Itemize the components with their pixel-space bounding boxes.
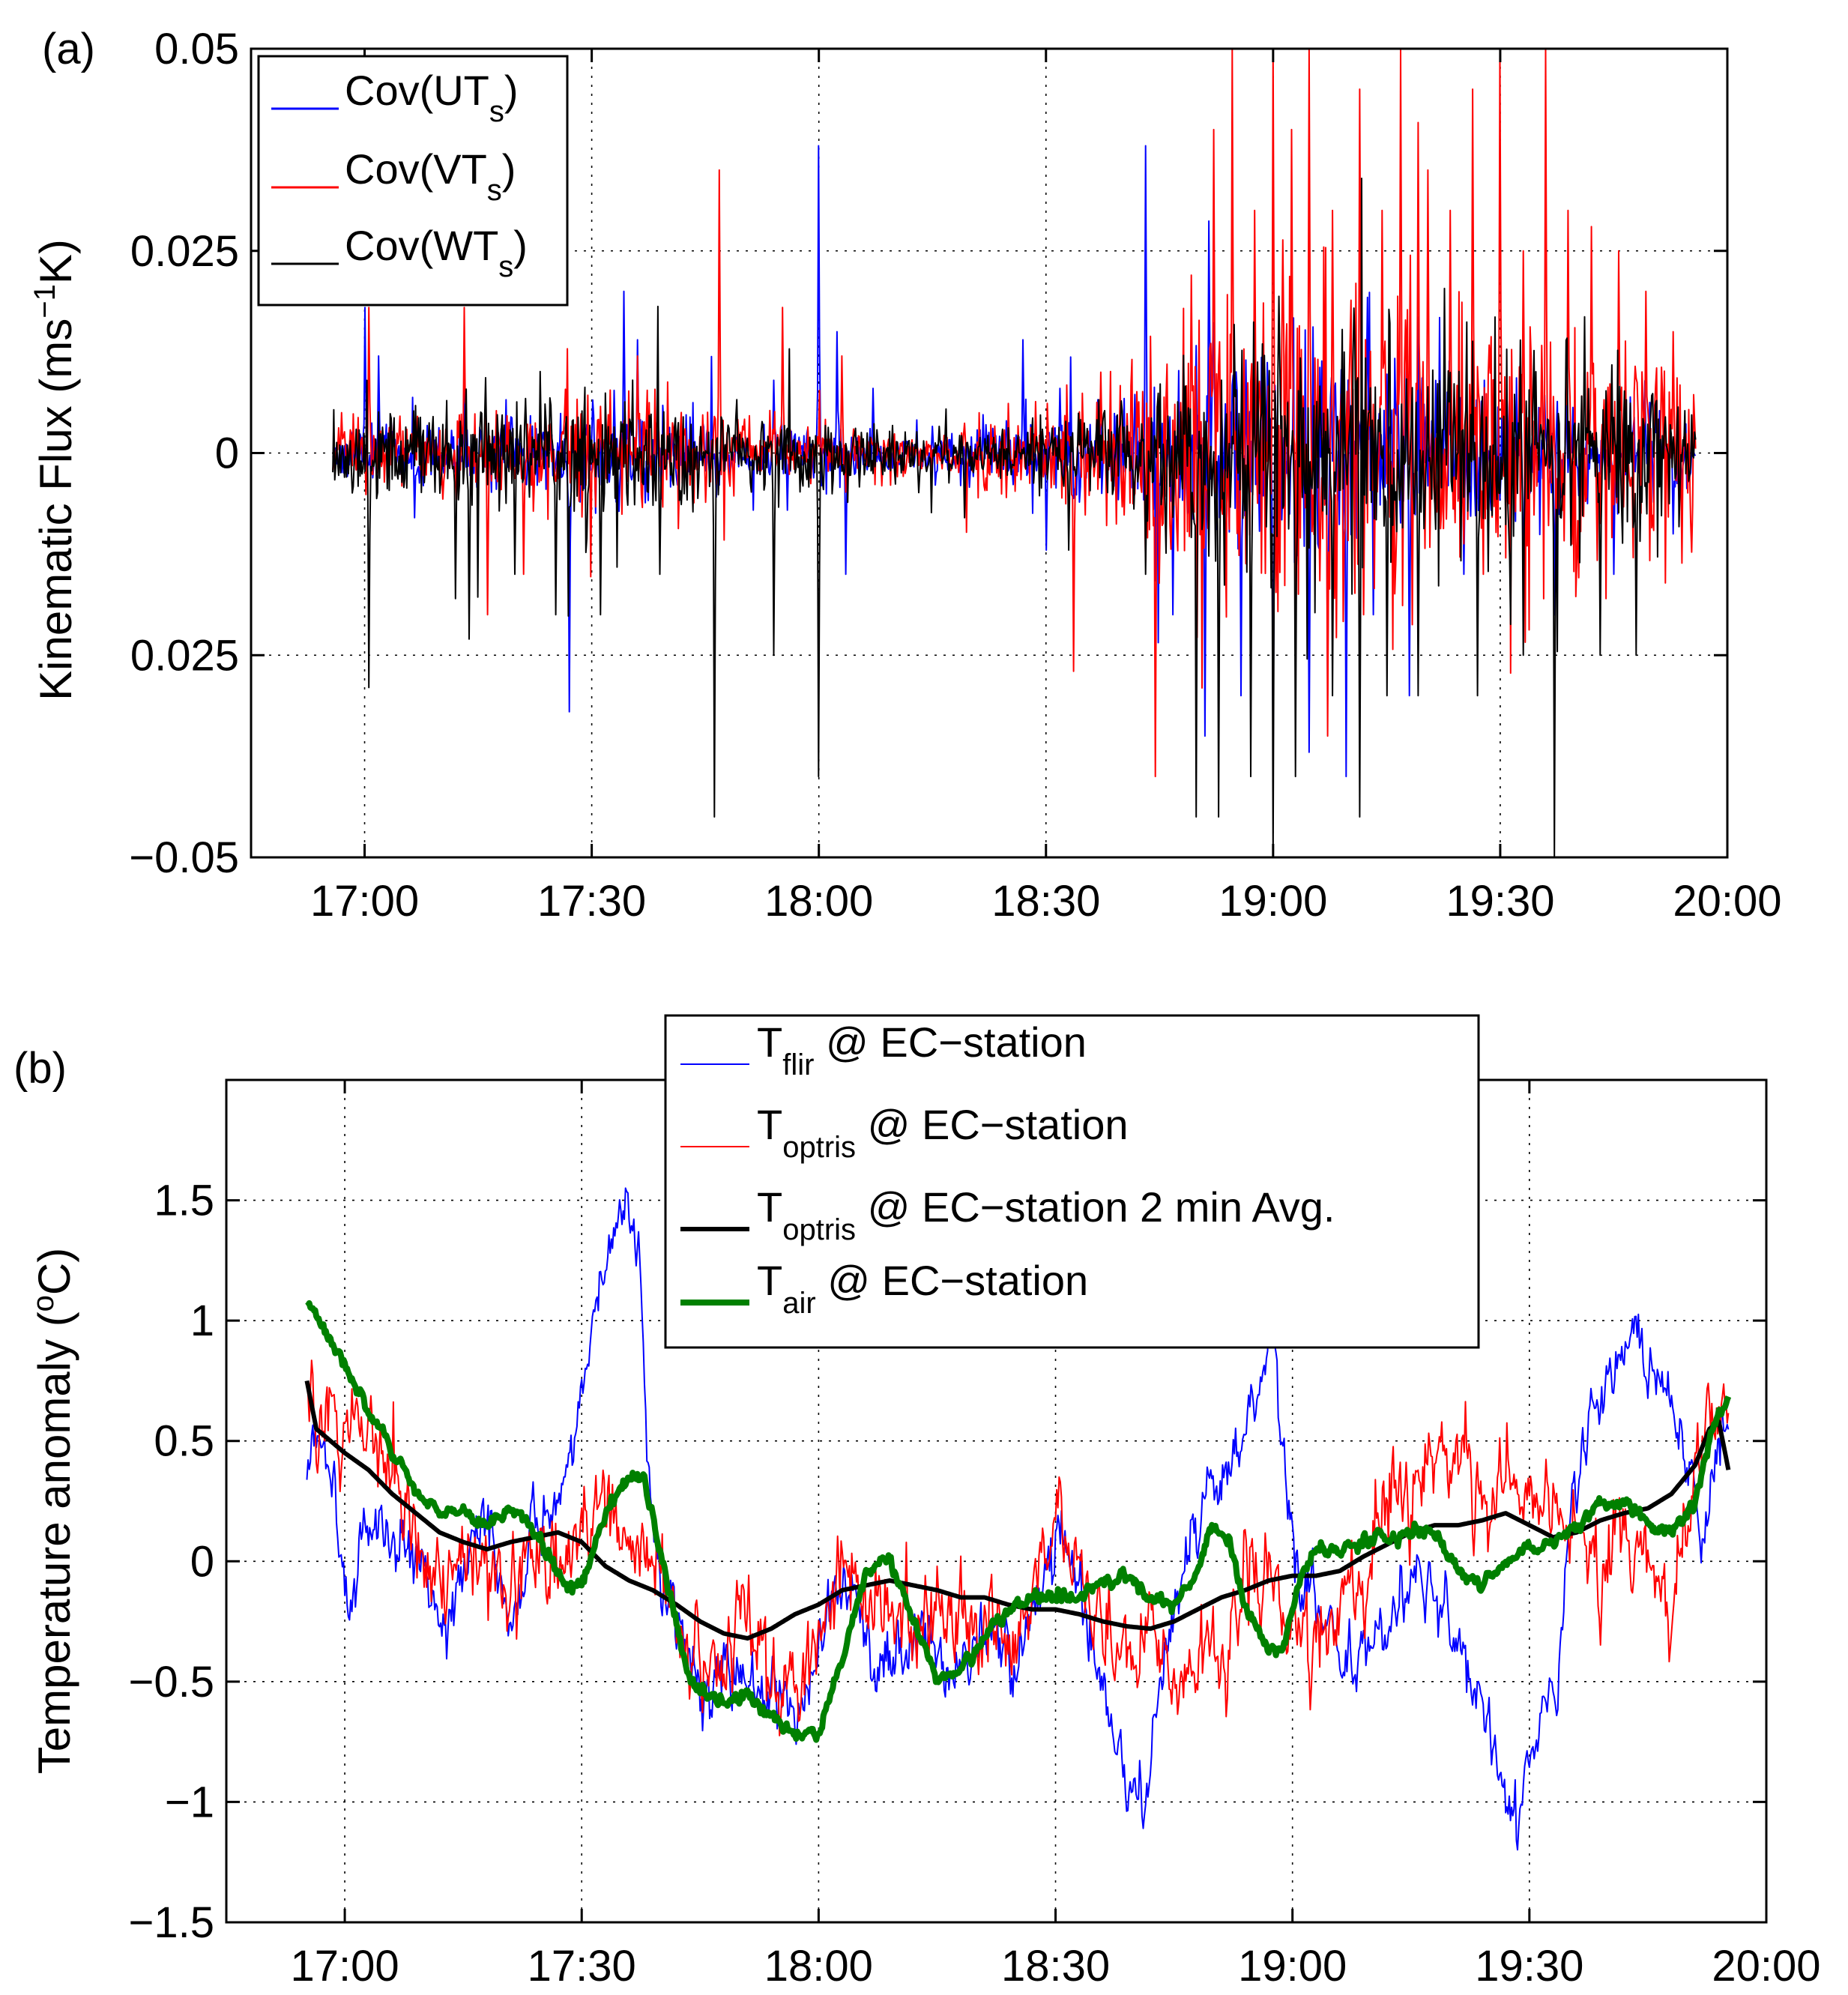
legend-entry-cov-wt: Cov(WTs): [271, 222, 528, 283]
legend-label-cov-vt: Cov(VTs): [345, 145, 516, 207]
y-tick-label: 0.05: [154, 25, 239, 73]
x-tick-label: 19:00: [1219, 877, 1327, 926]
y-tick-label: 1.5: [154, 1177, 214, 1225]
y-tick-label: −0.05: [129, 833, 239, 882]
panel-a-chart: (a) Kinematic Flux (ms−1K) 17:00 17:30 18:…: [28, 25, 1782, 926]
series-t-air: [305, 1300, 1732, 1743]
y-tick-label: 1: [190, 1297, 214, 1345]
panel-b-x-tick-labels: 17:00 17:30 18:00 18:30 19:00 19:30 20:00: [290, 1942, 1820, 1991]
legend-entry-cov-ut: Cov(UTs): [271, 67, 519, 128]
panel-a-axes-box: [250, 47, 1729, 859]
legend-entry-t-flir: Tflir @ EC−station: [680, 1018, 1087, 1081]
series-cov-wts-: [332, 178, 1697, 857]
panel-a-series-group: [332, 49, 1697, 857]
legend-entry-t-optris: Toptris @ EC−station: [680, 1101, 1128, 1164]
panel-b-label: (b): [13, 1044, 67, 1093]
x-tick-label: 19:30: [1475, 1942, 1583, 1991]
y-tick-label: −0.5: [129, 1658, 215, 1706]
y-tick-label: −1: [165, 1778, 214, 1826]
x-tick-label: 17:00: [290, 1942, 399, 1991]
legend-entry-cov-vt: Cov(VTs): [271, 145, 516, 207]
legend-label-cov-wt: Cov(WTs): [345, 222, 528, 283]
legend-entry-t-air: Tair @ EC−station: [680, 1257, 1088, 1320]
legend-label-t-flir: Tflir @ EC−station: [757, 1018, 1087, 1081]
y-tick-label: 0: [215, 429, 239, 478]
legend-label-t-optris-avg: Toptris @ EC−station 2 min Avg.: [757, 1183, 1335, 1246]
x-tick-label: 20:00: [1712, 1942, 1820, 1991]
x-tick-label: 17:30: [537, 877, 646, 926]
x-tick-label: 19:30: [1446, 877, 1554, 926]
series-t-flir: [306, 1187, 1730, 1851]
x-tick-label: 18:30: [991, 877, 1100, 926]
panel-a-label: (a): [42, 25, 95, 73]
y-tick-label: −1.5: [129, 1898, 215, 1947]
panel-b-series-group: [304, 1187, 1732, 1851]
legend-label-cov-ut: Cov(UTs): [345, 67, 519, 128]
panel-a-y-tick-labels: −0.05 0.025 0 0.025 0.05: [129, 25, 239, 882]
x-tick-label: 18:00: [764, 877, 873, 926]
legend-label-t-optris: Toptris @ EC−station: [757, 1101, 1128, 1164]
y-tick-label: 0.5: [154, 1417, 214, 1466]
series-t-optris: [306, 1359, 1730, 1736]
panel-b-chart: (b) Temperature anomaly (oC) 17:00 17:30 1…: [13, 1014, 1821, 1991]
x-tick-label: 20:00: [1673, 877, 1781, 926]
x-tick-label: 19:00: [1238, 1942, 1347, 1991]
panel-b-legend: Tflir @ EC−station Toptris @ EC−station …: [664, 1014, 1480, 1349]
panel-a-ticks: [251, 47, 1729, 859]
legend-entry-t-optris-avg: Toptris @ EC−station 2 min Avg.: [680, 1183, 1335, 1246]
x-tick-label: 17:30: [528, 1942, 636, 1991]
x-tick-label: 17:00: [310, 877, 419, 926]
panel-a-ylabel: Kinematic Flux (ms−1K): [28, 239, 81, 701]
legend-label-t-air: Tair @ EC−station: [757, 1257, 1088, 1320]
panel-b-legend-box: [664, 1014, 1480, 1349]
y-tick-label: 0: [190, 1537, 214, 1586]
y-tick-label: 0.025: [130, 227, 239, 276]
panel-a-legend: Cov(UTs) Cov(VTs) Cov(WTs): [257, 55, 569, 307]
x-tick-label: 18:00: [764, 1942, 873, 1991]
y-tick-label: 0.025: [130, 631, 239, 680]
panel-b-y-tick-labels: −1.5 −1 −0.5 0 0.5 1 1.5: [129, 1177, 215, 1947]
panel-a-x-tick-labels: 17:00 17:30 18:00 18:30 19:00 19:30 20:00: [310, 877, 1782, 926]
x-tick-label: 18:30: [1001, 1942, 1110, 1991]
panel-b-grid: [226, 1080, 1766, 1922]
panel-b-ylabel: Temperature anomaly (oC): [27, 1248, 79, 1775]
